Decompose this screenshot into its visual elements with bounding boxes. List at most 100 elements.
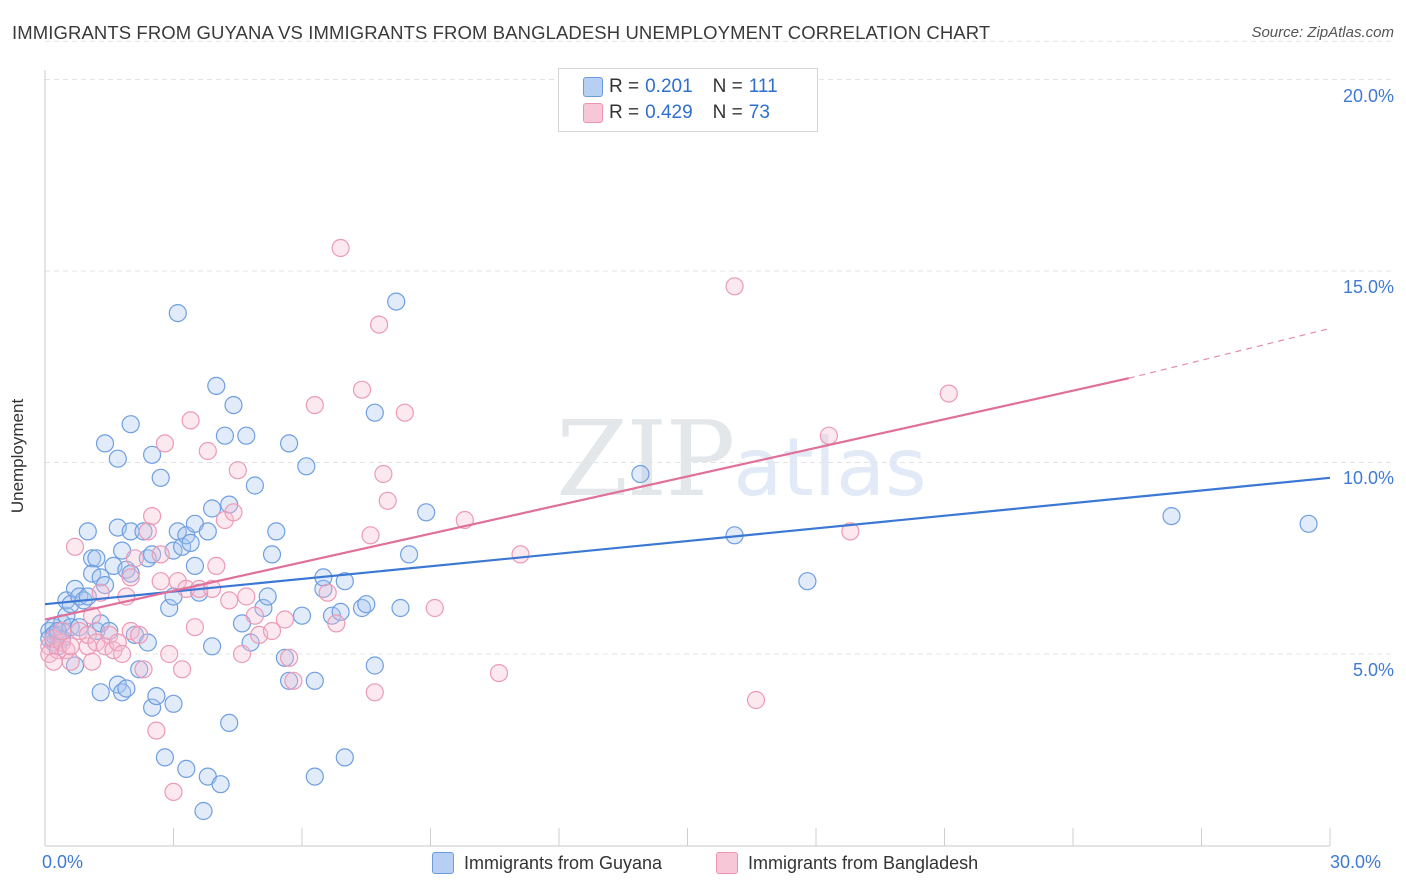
bangladesh-point	[425, 598, 444, 618]
legend-n-value: 111	[748, 76, 778, 97]
bangladesh-point	[220, 591, 239, 610]
bangladesh-point	[352, 380, 372, 399]
bangladesh-point	[511, 545, 530, 564]
bangladesh-point	[121, 621, 140, 641]
guyana-point	[391, 598, 410, 618]
bangladesh-point	[130, 625, 149, 645]
y-axis-label: Unemployment	[8, 398, 27, 514]
guyana-point	[417, 503, 436, 522]
guyana-point	[280, 434, 299, 453]
guyana-point	[147, 686, 166, 706]
legend-item-bangladesh: Immigrants from Bangladesh	[716, 852, 978, 874]
guyana-point	[220, 713, 239, 733]
bangladesh-point	[65, 537, 85, 556]
bangladesh-point	[134, 660, 153, 679]
legend-swatch-pink	[583, 103, 603, 123]
x-tick-label-min: 0.0%	[42, 852, 84, 872]
legend-r-value: 0.201	[645, 76, 693, 97]
legend-row-guyana: R = 0.201 N = 111	[583, 75, 778, 99]
guyana-point	[357, 595, 376, 614]
bangladesh-point	[52, 621, 72, 641]
bangladesh-point	[91, 583, 110, 602]
guyana-point	[203, 637, 222, 656]
guyana-point	[335, 572, 354, 591]
guyana-point	[305, 767, 324, 786]
bangladesh-point	[151, 572, 170, 591]
guyana-point	[365, 656, 384, 675]
bangladesh-point	[155, 434, 174, 453]
guyana-point	[262, 545, 282, 564]
guyana-point	[305, 671, 324, 690]
bangladesh-point	[725, 277, 744, 296]
bangladesh-point	[262, 621, 282, 641]
guyana-point	[82, 549, 102, 568]
guyana-point	[224, 396, 243, 415]
bangladesh-point	[185, 618, 204, 637]
bangladesh-point	[143, 506, 162, 526]
y-tick-label-20: 20.0%	[1342, 86, 1394, 106]
guyana-point	[194, 801, 213, 821]
bangladesh-point	[361, 526, 380, 545]
guyana-point	[95, 434, 115, 453]
bangladesh-trend-line	[44, 377, 1129, 621]
guyana-point	[181, 533, 200, 553]
guyana-point	[1299, 514, 1318, 533]
bangladesh-point	[489, 663, 509, 683]
bangladesh-point	[151, 545, 170, 564]
bangladesh-point	[112, 644, 132, 664]
guyana-point	[331, 602, 350, 622]
guyana-point	[297, 457, 316, 476]
guyana-point	[143, 698, 162, 717]
bangladesh-point	[284, 671, 303, 690]
bangladesh-point	[365, 683, 384, 702]
guyana-point	[121, 415, 140, 434]
bangladesh-point	[173, 660, 192, 679]
guyana-point	[151, 468, 170, 487]
bangladesh-point	[138, 522, 157, 541]
legend-r-value: 0.429	[645, 102, 693, 123]
bangladesh-point	[819, 426, 839, 445]
bangladesh-point	[125, 549, 144, 568]
guyana-point	[173, 537, 192, 556]
guyana-point	[168, 304, 187, 323]
guyana-point	[134, 522, 153, 541]
y-tick-label-10: 10.0%	[1342, 468, 1394, 488]
guyana-point	[108, 449, 127, 468]
bangladesh-point	[108, 633, 127, 652]
guyana-trend-line	[44, 476, 1331, 606]
guyana-point	[275, 648, 294, 667]
y-tick-label-5: 5.0%	[1352, 660, 1394, 680]
guyana-point	[177, 759, 196, 779]
guyana-point	[87, 549, 106, 568]
guyana-point	[203, 499, 222, 518]
bangladesh-point	[61, 637, 80, 656]
guyana-point	[258, 587, 277, 606]
legend-n-value: 73	[748, 102, 770, 123]
guyana-point	[78, 522, 97, 541]
guyana-point	[160, 598, 179, 618]
bangladesh-point	[207, 556, 226, 576]
bangladesh-point	[232, 644, 252, 664]
bangladesh-point	[374, 464, 393, 484]
bangladesh-point	[82, 606, 102, 625]
correlation-legend: R = 0.201 N = 111 R = 0.429 N = 73	[558, 68, 818, 132]
legend-n-label: N =	[712, 102, 743, 123]
bangladesh-point	[160, 644, 179, 664]
bangladesh-point	[44, 652, 63, 671]
legend-row-bangladesh: R = 0.429 N = 73	[583, 101, 770, 125]
bangladesh-point	[237, 587, 256, 606]
bangladesh-point	[82, 652, 102, 671]
guyana-point	[798, 572, 817, 591]
legend-swatch-blue	[583, 77, 603, 97]
legend-label-bangladesh: Immigrants from Bangladesh	[748, 852, 979, 873]
bangladesh-point	[939, 384, 958, 403]
guyana-point	[117, 679, 136, 698]
bangladesh-point	[370, 315, 389, 334]
guyana-point	[130, 660, 149, 679]
legend-label-guyana: Immigrants from Guyana	[464, 852, 663, 873]
source-label: Source: ZipAtlas.com	[1251, 24, 1394, 41]
y-tick-label-15: 15.0%	[1342, 277, 1394, 297]
bangladesh-point	[198, 441, 217, 461]
bangladesh-point	[327, 614, 346, 633]
guyana-point	[207, 376, 226, 395]
